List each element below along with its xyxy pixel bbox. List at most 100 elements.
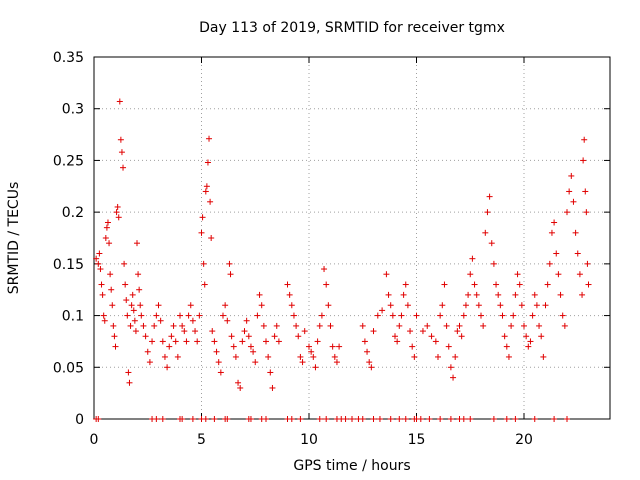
data-point [510, 312, 517, 319]
data-point [331, 353, 338, 360]
data-point [117, 136, 124, 143]
data-point [486, 193, 493, 200]
data-point [439, 302, 446, 309]
data-point [482, 229, 489, 236]
data-point [419, 328, 426, 335]
data-point [126, 379, 133, 386]
data-point [107, 271, 114, 278]
data-point [495, 291, 502, 298]
data-point [224, 317, 231, 324]
zero-point [396, 416, 403, 422]
data-point [164, 364, 171, 371]
data-point [168, 333, 175, 340]
data-point [527, 338, 534, 345]
data-point [452, 353, 459, 360]
data-point [192, 328, 199, 335]
y-axis-label: SRMTID / TECUs [6, 182, 22, 295]
data-point [108, 286, 115, 293]
data-point [203, 183, 210, 190]
data-point [441, 281, 448, 288]
data-point [323, 281, 330, 288]
data-point [580, 157, 587, 164]
data-point [473, 291, 480, 298]
data-point [202, 188, 209, 195]
data-point [207, 198, 214, 205]
data-point [557, 291, 564, 298]
data-point [211, 338, 218, 345]
data-point [134, 240, 140, 247]
data-point [122, 281, 129, 288]
data-point [100, 312, 107, 319]
data-point [260, 322, 267, 329]
data-point [124, 312, 131, 319]
data-point [172, 338, 179, 345]
data-point [241, 328, 248, 335]
data-point [254, 312, 261, 319]
data-point [232, 353, 239, 360]
zero-point [349, 416, 355, 422]
data-point [293, 322, 300, 329]
data-point [142, 333, 149, 340]
data-point [548, 229, 555, 236]
data-point [523, 333, 530, 340]
data-point [402, 281, 409, 288]
data-point [493, 281, 500, 288]
data-point [366, 359, 373, 366]
chart-title: Day 113 of 2019, SRMTID for receiver tgm… [199, 20, 505, 36]
data-point [531, 291, 538, 298]
data-point [113, 209, 120, 216]
data-point [576, 271, 583, 278]
data-point [121, 260, 128, 267]
data-point [144, 348, 151, 355]
zero-point [426, 416, 433, 422]
data-point [265, 353, 272, 360]
data-point [561, 322, 568, 329]
data-point [574, 250, 581, 257]
x-axis-label: GPS time / hours [293, 458, 410, 474]
data-point [374, 312, 381, 319]
data-point [413, 312, 420, 319]
data-point [394, 338, 401, 345]
data-point [456, 322, 463, 329]
data-point [499, 312, 506, 319]
data-point [153, 312, 160, 319]
data-point [217, 369, 224, 376]
data-point [200, 260, 207, 267]
data-point [170, 322, 177, 329]
data-point [568, 172, 575, 179]
data-point [471, 281, 478, 288]
data-point [400, 291, 407, 298]
x-tick-label: 10 [300, 432, 318, 448]
data-point [252, 359, 259, 366]
data-point [116, 98, 123, 105]
data-point [583, 209, 590, 216]
data-point [368, 364, 375, 371]
data-point [96, 250, 103, 257]
data-point [209, 328, 216, 335]
zero-point [417, 416, 424, 422]
data-point [196, 312, 203, 319]
data-point [110, 322, 117, 329]
data-point [411, 353, 418, 360]
zero-point [376, 416, 383, 422]
zero-point [159, 416, 166, 422]
data-point [157, 317, 164, 324]
data-point [329, 343, 336, 350]
data-point [183, 338, 190, 345]
data-point [582, 188, 589, 195]
data-point [127, 322, 134, 329]
zero-point [447, 416, 454, 422]
zero-point [179, 416, 186, 422]
data-point [361, 338, 368, 345]
data-point [114, 203, 121, 210]
data-point [379, 307, 386, 314]
data-point [551, 219, 558, 226]
zero-point [263, 416, 269, 422]
data-point [118, 149, 125, 156]
zero-point [247, 416, 254, 422]
data-point [102, 235, 109, 241]
zero-point [211, 416, 218, 422]
data-point [432, 338, 439, 345]
data-point [584, 260, 591, 267]
